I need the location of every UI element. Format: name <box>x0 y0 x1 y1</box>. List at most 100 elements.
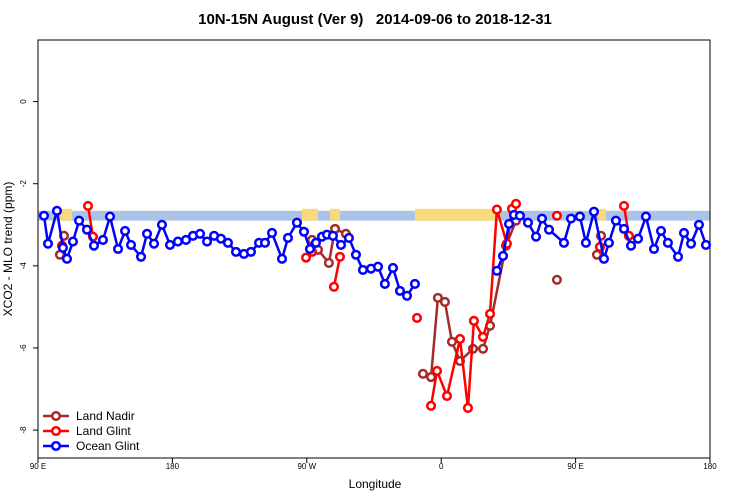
data-point <box>431 365 443 377</box>
data-point <box>304 243 315 255</box>
band-highlight <box>414 208 501 221</box>
data-point <box>350 249 361 260</box>
data-point <box>215 233 226 244</box>
data-point <box>282 232 294 243</box>
data-point <box>222 237 234 248</box>
y-tick-label: -6 <box>19 344 28 352</box>
x-tick-label: 180 <box>703 462 717 471</box>
data-point <box>301 252 312 263</box>
data-point <box>610 215 621 226</box>
band-highlight <box>598 208 606 221</box>
data-point <box>67 236 78 247</box>
data-point <box>484 308 496 319</box>
data-point <box>57 242 68 253</box>
data-point <box>655 225 667 236</box>
data-point <box>522 217 534 228</box>
legend-marker <box>50 425 62 437</box>
x-tick-label: 90 E <box>567 462 583 471</box>
data-point <box>551 210 562 221</box>
data-point <box>468 315 479 326</box>
data-point <box>603 237 614 248</box>
data-point <box>454 333 466 344</box>
data-point <box>97 234 109 246</box>
legend-marker <box>50 410 62 422</box>
data-point <box>357 264 368 275</box>
data-point <box>164 239 176 250</box>
legend-marker <box>50 440 62 452</box>
data-point <box>81 224 93 235</box>
data-point <box>148 238 160 249</box>
data-point <box>446 336 458 347</box>
data-point <box>425 400 437 411</box>
data-point <box>104 211 116 222</box>
y-tick-label: -2 <box>19 180 28 188</box>
data-point <box>685 238 697 249</box>
x-tick-label: 0 <box>439 462 444 471</box>
data-point <box>88 240 100 251</box>
data-point <box>135 251 147 262</box>
data-point <box>335 239 347 250</box>
data-point <box>230 246 242 257</box>
data-point <box>558 237 570 248</box>
data-point <box>432 292 443 303</box>
data-point <box>42 238 54 249</box>
legend-label: Land Glint <box>76 424 131 438</box>
data-point <box>536 213 548 224</box>
data-point <box>632 233 644 244</box>
data-point <box>514 210 525 221</box>
data-point <box>417 368 429 379</box>
data-point <box>700 239 712 250</box>
data-point <box>61 253 73 264</box>
data-point <box>259 237 271 248</box>
data-point <box>565 213 577 224</box>
data-point <box>112 243 124 255</box>
x-axis-label: Longitude <box>349 477 402 491</box>
data-point <box>327 230 338 241</box>
band-highlight <box>302 208 318 221</box>
data-point <box>409 278 420 289</box>
legend-label: Land Nadir <box>76 409 135 423</box>
data-point <box>491 204 502 215</box>
data-point <box>141 228 153 239</box>
data-point <box>74 215 85 226</box>
data-point <box>394 285 406 296</box>
reference-band <box>38 210 710 221</box>
data-point <box>693 219 704 230</box>
legend-label: Ocean Glint <box>76 439 140 453</box>
data-point <box>503 218 515 230</box>
data-point <box>201 236 213 247</box>
data-point <box>551 274 562 285</box>
data-point <box>439 296 450 308</box>
data-point <box>497 250 509 262</box>
data-point <box>372 261 384 272</box>
data-point <box>120 225 131 236</box>
data-point <box>180 234 192 246</box>
data-point <box>588 206 600 217</box>
data-point <box>662 237 673 248</box>
y-tick-label: 0 <box>19 99 28 104</box>
band-highlight <box>329 208 340 221</box>
data-point <box>574 211 585 222</box>
data-point <box>266 227 278 239</box>
data-point <box>334 251 346 262</box>
data-point <box>125 239 137 250</box>
x-tick-label: 90 E <box>30 462 46 471</box>
data-point <box>51 205 63 216</box>
data-point <box>411 312 423 324</box>
data-point <box>323 257 334 269</box>
data-point <box>38 210 50 221</box>
data-point <box>401 290 413 301</box>
data-point <box>82 200 94 211</box>
data-point <box>477 343 489 354</box>
data-point <box>477 331 489 342</box>
data-point <box>530 231 542 242</box>
data-point <box>328 281 340 292</box>
data-point <box>379 278 390 289</box>
y-axis-label: XCO2 - MLO trend (ppm) <box>1 182 15 317</box>
plot-frame <box>37 39 711 459</box>
band-highlight <box>59 208 73 221</box>
data-point <box>298 226 310 237</box>
data-point <box>462 402 473 413</box>
data-point <box>194 228 206 239</box>
